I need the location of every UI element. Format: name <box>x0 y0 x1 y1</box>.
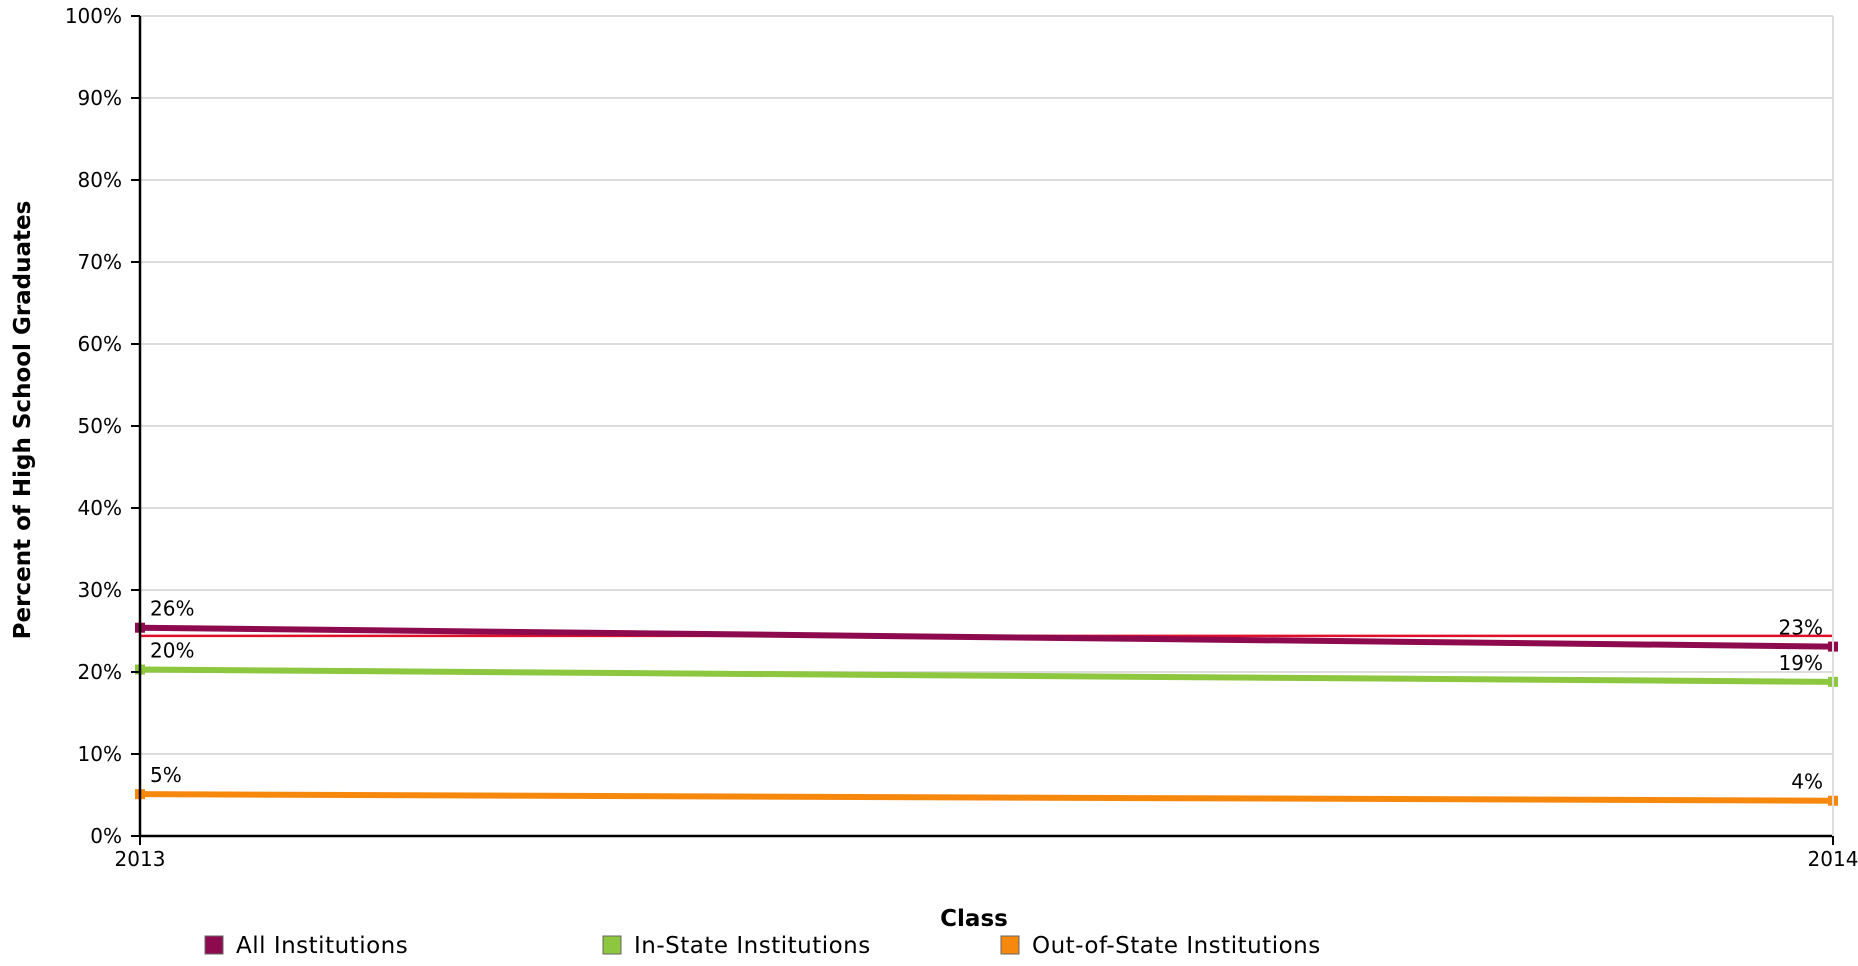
data-label: 26% <box>150 597 194 621</box>
x-tick-labels: 2013 2014 <box>115 836 1858 871</box>
legend-swatch <box>204 935 224 955</box>
y-tick-label: 50% <box>78 414 122 438</box>
legend-item: All Institutions <box>204 933 408 959</box>
legend-item: In-State Institutions <box>602 933 871 959</box>
series-line <box>139 624 1834 650</box>
y-tick-label: 60% <box>78 332 122 356</box>
y-tick-label: 20% <box>78 660 122 684</box>
series-line <box>139 791 1834 804</box>
y-tick-label: 70% <box>78 250 122 274</box>
y-tick-labels: 0% 10% 20% 30% 40% 50% 60% 70% 80% 90% 100% <box>65 4 140 848</box>
legend-item: Out-of-State Institutions <box>1000 933 1321 959</box>
y-tick-label: 30% <box>78 578 122 602</box>
x-tick-label: 2014 <box>1808 847 1858 871</box>
legend-swatch <box>1000 935 1020 955</box>
legend-label: Out-of-State Institutions <box>1032 933 1321 959</box>
series-line <box>139 666 1834 685</box>
data-label: 4% <box>1791 770 1823 794</box>
x-axis-title: Class <box>940 906 1008 932</box>
legend: All Institutions In-State Institutions Out… <box>204 933 1321 959</box>
data-label: 5% <box>150 763 182 787</box>
legend-swatch <box>602 935 622 955</box>
y-tick-label: 10% <box>78 742 122 766</box>
y-tick-label: 100% <box>65 4 122 28</box>
series-layer <box>135 622 1838 806</box>
data-label: 23% <box>1779 616 1823 640</box>
legend-label: In-State Institutions <box>634 933 871 959</box>
data-labels: 26% 23% 20% 19% 5% 4% <box>150 597 1823 794</box>
y-tick-label: 40% <box>78 496 122 520</box>
data-label: 20% <box>150 639 194 663</box>
x-tick-label: 2013 <box>115 847 166 871</box>
y-axis-title: Percent of High School Graduates <box>10 201 36 640</box>
y-tick-label: 0% <box>90 824 122 848</box>
y-tick-label: 80% <box>78 168 122 192</box>
data-label: 19% <box>1779 651 1823 675</box>
y-tick-label: 90% <box>78 86 122 110</box>
legend-label: All Institutions <box>236 933 408 959</box>
